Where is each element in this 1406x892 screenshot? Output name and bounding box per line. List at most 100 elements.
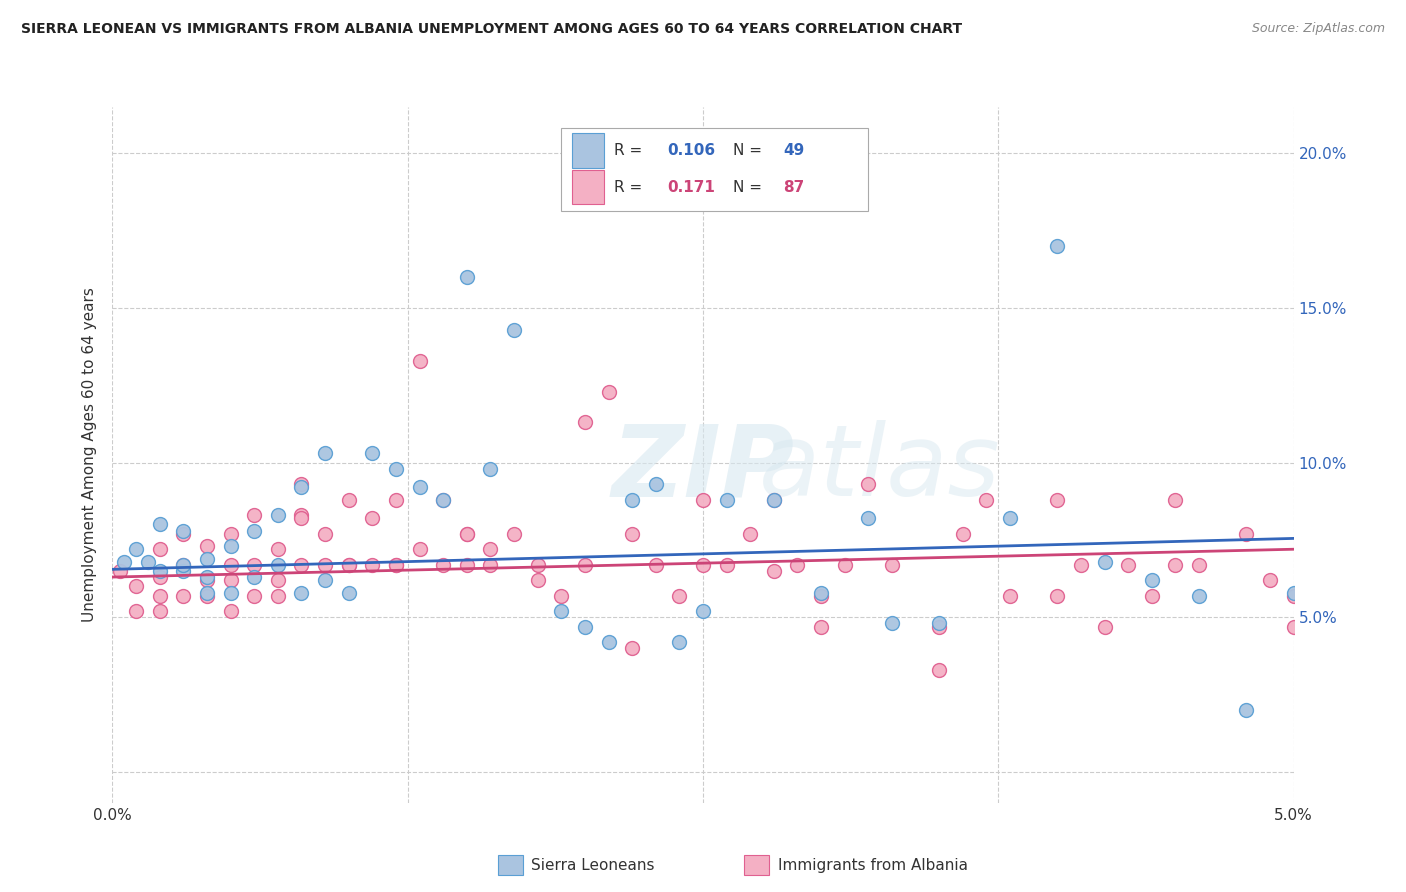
Point xyxy=(219,539,242,553)
Point xyxy=(1094,555,1116,569)
Point xyxy=(432,558,454,572)
Point xyxy=(125,579,148,593)
Point xyxy=(337,492,360,507)
Point xyxy=(928,616,950,631)
Point xyxy=(692,492,714,507)
Text: N =: N = xyxy=(733,179,766,194)
Point xyxy=(1094,619,1116,633)
Point xyxy=(526,558,548,572)
Point xyxy=(172,526,194,541)
Point xyxy=(361,446,384,460)
Point xyxy=(1234,703,1257,717)
Text: N =: N = xyxy=(733,143,766,158)
Point xyxy=(337,558,360,572)
Point xyxy=(858,511,880,525)
Text: 0.106: 0.106 xyxy=(668,143,716,158)
Point xyxy=(337,558,360,572)
Point xyxy=(692,604,714,618)
Point xyxy=(1258,573,1281,587)
Point xyxy=(456,270,478,285)
FancyBboxPatch shape xyxy=(572,133,603,168)
Point xyxy=(740,526,762,541)
Point xyxy=(644,558,666,572)
Point xyxy=(149,517,172,532)
Point xyxy=(1046,239,1069,253)
Point xyxy=(479,462,502,476)
Point xyxy=(314,446,336,460)
Point xyxy=(1282,619,1305,633)
Point xyxy=(243,589,266,603)
Point xyxy=(290,558,312,572)
Point xyxy=(112,555,135,569)
Point xyxy=(1282,589,1305,603)
Point xyxy=(337,585,360,599)
Point xyxy=(195,570,218,584)
Point xyxy=(172,589,194,603)
Point xyxy=(172,558,194,572)
Point xyxy=(149,604,172,618)
Point xyxy=(385,462,408,476)
Point xyxy=(952,526,974,541)
Point xyxy=(479,558,502,572)
Point xyxy=(810,585,832,599)
Point xyxy=(361,558,384,572)
Point xyxy=(219,573,242,587)
Point xyxy=(243,508,266,523)
Point xyxy=(858,477,880,491)
Text: Source: ZipAtlas.com: Source: ZipAtlas.com xyxy=(1251,22,1385,36)
FancyBboxPatch shape xyxy=(572,169,603,204)
Point xyxy=(550,589,572,603)
Point xyxy=(125,542,148,557)
Text: SIERRA LEONEAN VS IMMIGRANTS FROM ALBANIA UNEMPLOYMENT AMONG AGES 60 TO 64 YEARS: SIERRA LEONEAN VS IMMIGRANTS FROM ALBANI… xyxy=(21,22,962,37)
Text: Immigrants from Albania: Immigrants from Albania xyxy=(778,858,967,872)
Point xyxy=(1116,558,1139,572)
Point xyxy=(1164,558,1187,572)
Point xyxy=(1164,492,1187,507)
Point xyxy=(456,558,478,572)
Point xyxy=(290,508,312,523)
Point xyxy=(385,558,408,572)
Point xyxy=(928,663,950,677)
Point xyxy=(267,558,290,572)
Point xyxy=(692,558,714,572)
Point xyxy=(998,589,1021,603)
Point xyxy=(479,542,502,557)
Point xyxy=(219,585,242,599)
Point xyxy=(928,619,950,633)
Point xyxy=(290,585,312,599)
Point xyxy=(834,558,856,572)
Point xyxy=(456,526,478,541)
Text: 87: 87 xyxy=(783,179,804,194)
Point xyxy=(195,551,218,566)
Point xyxy=(976,492,998,507)
Point xyxy=(361,511,384,525)
Text: ZIP: ZIP xyxy=(612,420,794,517)
Text: R =: R = xyxy=(614,179,648,194)
Point xyxy=(195,589,218,603)
Point xyxy=(503,526,526,541)
Point xyxy=(786,558,808,572)
Point xyxy=(668,635,690,649)
Point xyxy=(314,526,336,541)
Point xyxy=(1046,492,1069,507)
Point xyxy=(456,526,478,541)
Y-axis label: Unemployment Among Ages 60 to 64 years: Unemployment Among Ages 60 to 64 years xyxy=(82,287,97,623)
Point xyxy=(880,616,903,631)
Point xyxy=(149,570,172,584)
Point xyxy=(716,558,738,572)
Point xyxy=(149,564,172,578)
Text: 49: 49 xyxy=(783,143,804,158)
Point xyxy=(267,589,290,603)
Point xyxy=(267,542,290,557)
Point xyxy=(125,604,148,618)
Point xyxy=(716,492,738,507)
Point xyxy=(195,539,218,553)
Point xyxy=(290,511,312,525)
Point xyxy=(1188,589,1211,603)
Point xyxy=(574,619,596,633)
FancyBboxPatch shape xyxy=(561,128,869,211)
Point xyxy=(149,542,172,557)
Point xyxy=(243,524,266,538)
Point xyxy=(621,641,644,656)
Point xyxy=(243,558,266,572)
